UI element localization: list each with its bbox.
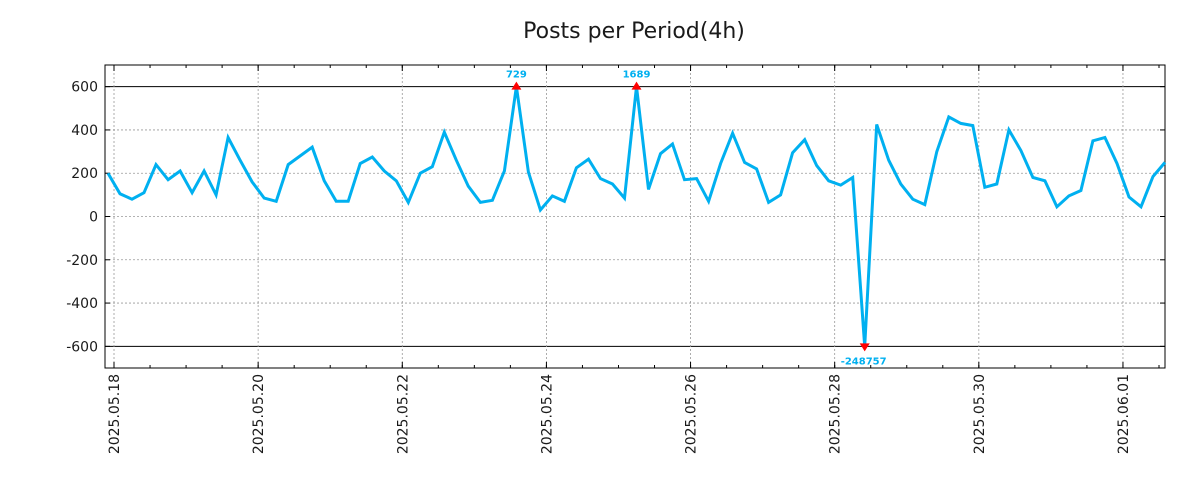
clip-value-label: -248757 [841, 356, 887, 367]
clip-value-label: 1689 [623, 70, 651, 81]
x-tick-label: 2025.05.22 [395, 374, 411, 454]
x-tick-label: 2025.05.20 [251, 374, 267, 454]
clip-up-marker [631, 81, 642, 90]
clip-up-marker [511, 81, 522, 90]
x-tick-label: 2025.05.28 [828, 374, 844, 454]
y-tick-label: 600 [71, 80, 98, 96]
grid [105, 65, 1165, 368]
axes: -600 -400 -200 0 200 400 600 2025.05.18 2025.05.… [66, 64, 1166, 454]
x-tick-label: 2025.06.01 [1116, 374, 1132, 454]
y-tick-label: 400 [71, 123, 98, 139]
clip-value-label: 729 [506, 70, 527, 81]
y-tick-label: -200 [66, 253, 98, 269]
x-tick-label: 2025.05.24 [539, 374, 555, 454]
clip-down-marker [859, 343, 870, 352]
x-tick-label: 2025.05.26 [684, 374, 700, 454]
x-tick-label: 2025.05.30 [972, 374, 988, 454]
clip-markers: 729 1689 -248757 [506, 70, 887, 368]
y-tick-label: 200 [71, 166, 98, 182]
y-tick-label: 0 [89, 210, 98, 226]
plot-frame [104, 64, 1166, 369]
y-tick-label: -600 [66, 339, 98, 355]
x-tick-label: 2025.05.18 [107, 374, 123, 454]
chart-title: Posts per Period(4h) [523, 19, 745, 44]
y-tick-label: -400 [66, 296, 98, 312]
